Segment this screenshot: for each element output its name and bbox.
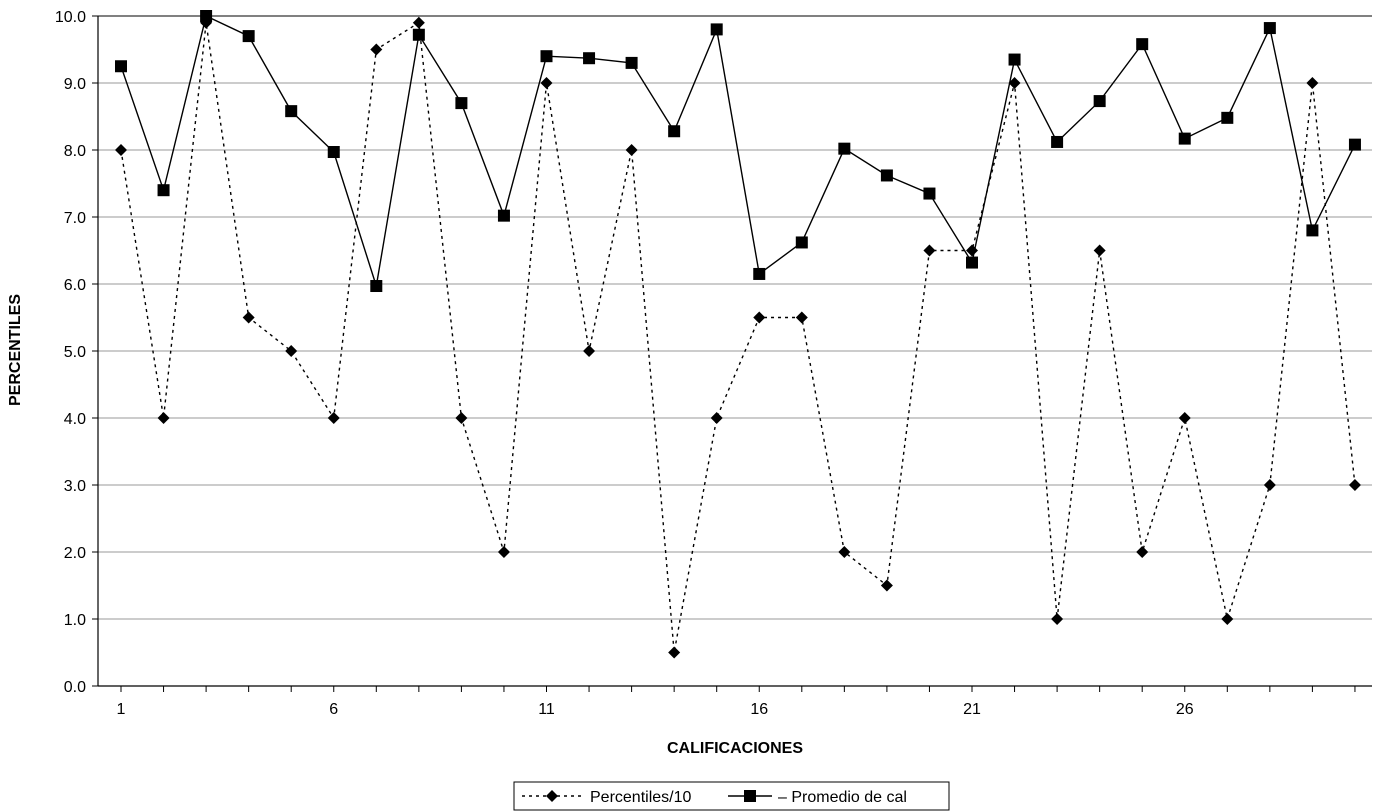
y-tick-label: 8.0 xyxy=(64,143,86,160)
y-tick-label: 0.0 xyxy=(64,679,86,696)
square-marker xyxy=(327,146,340,159)
square-marker xyxy=(370,280,383,293)
y-tick-label: 1.0 xyxy=(64,612,86,629)
diamond-marker xyxy=(1178,412,1191,424)
diamond-marker xyxy=(497,546,510,558)
diamond-marker xyxy=(285,345,298,357)
square-marker xyxy=(412,28,425,41)
diamond-marker xyxy=(668,646,681,659)
legend-label: – Promedio de cal xyxy=(778,789,907,806)
square-marker xyxy=(753,267,766,280)
x-tick-label: 26 xyxy=(1176,701,1194,718)
y-tick-label: 2.0 xyxy=(64,545,86,562)
diamond-marker xyxy=(1051,613,1064,625)
square-marker xyxy=(625,56,638,69)
axes xyxy=(92,15,1372,692)
diamond-marker xyxy=(583,345,596,357)
square-marker xyxy=(1178,132,1191,145)
square-marker xyxy=(710,23,723,36)
diamond-marker xyxy=(1221,613,1234,625)
square-marker xyxy=(923,187,936,200)
square-marker xyxy=(115,60,127,73)
square-marker xyxy=(1051,135,1064,148)
square-marker xyxy=(497,209,510,222)
square-marker xyxy=(157,184,170,197)
diamond-marker xyxy=(157,412,170,424)
square-marker xyxy=(880,169,893,182)
diamond-marker xyxy=(327,412,340,424)
diamond-marker xyxy=(115,144,127,156)
legend: Percentiles/10 – Promedio de cal xyxy=(513,781,950,811)
x-tick-label: 6 xyxy=(329,701,338,718)
square-marker xyxy=(540,50,553,63)
y-tick-label: 5.0 xyxy=(64,344,86,361)
diamond-marker xyxy=(1263,479,1276,491)
diamond-marker xyxy=(1136,546,1149,558)
diamond-marker xyxy=(625,144,638,156)
legend-label: Percentiles/10 xyxy=(590,789,691,806)
square-marker xyxy=(285,105,298,118)
x-tick-label: 1 xyxy=(117,701,126,718)
square-marker xyxy=(1136,38,1149,51)
legend-swatch-marker xyxy=(744,790,756,802)
diamond-marker xyxy=(1306,77,1319,89)
series-line xyxy=(120,21,1356,653)
diamond-marker xyxy=(1008,77,1021,89)
square-marker xyxy=(795,236,808,249)
diamond-marker xyxy=(923,244,936,257)
square-marker xyxy=(1306,224,1319,237)
diamond-marker xyxy=(710,412,723,424)
tick-labels: 0.01.02.03.04.05.06.07.08.09.010.01 6 11 16… xyxy=(55,9,1194,718)
diamond-marker xyxy=(795,311,808,324)
legend-swatch-marker xyxy=(546,790,558,802)
diamond-marker xyxy=(838,546,851,558)
square-marker xyxy=(1008,53,1021,66)
legend-item-2: – Promedio de cal xyxy=(728,789,907,806)
y-tick-label: 10.0 xyxy=(55,9,86,26)
square-marker xyxy=(200,10,213,22)
x-tick-label: 11 xyxy=(538,701,555,718)
diamond-marker xyxy=(1093,244,1106,257)
square-marker xyxy=(1348,138,1361,151)
y-tick-label: 6.0 xyxy=(64,277,86,294)
square-marker xyxy=(1093,95,1106,108)
diamond-marker xyxy=(412,16,425,29)
y-tick-label: 7.0 xyxy=(64,210,86,227)
square-marker xyxy=(838,142,851,155)
y-tick-label: 9.0 xyxy=(64,76,86,93)
series-1 xyxy=(115,16,1361,659)
square-marker xyxy=(583,52,596,65)
x-tick-label: 21 xyxy=(963,701,981,718)
x-axis-title: CALIFICACIONES xyxy=(667,740,803,757)
diamond-marker xyxy=(880,579,893,592)
diamond-marker xyxy=(370,43,383,56)
series-line xyxy=(120,15,1356,287)
diamond-marker xyxy=(455,412,468,424)
square-marker xyxy=(242,30,255,43)
legend-item-1: Percentiles/10 xyxy=(522,789,691,806)
y-tick-label: 3.0 xyxy=(64,478,86,495)
square-marker xyxy=(966,256,978,269)
diamond-marker xyxy=(753,311,766,324)
series-2 xyxy=(115,10,1361,293)
square-marker xyxy=(455,97,468,110)
square-marker xyxy=(668,125,681,138)
square-marker xyxy=(1263,22,1276,35)
diamond-marker xyxy=(540,77,553,89)
diamond-marker xyxy=(242,311,255,324)
y-tick-label: 4.0 xyxy=(64,411,86,428)
y-axis-title: PERCENTILES xyxy=(7,294,24,406)
series-layer xyxy=(115,10,1361,659)
diamond-marker xyxy=(1348,479,1361,491)
x-tick-label: 16 xyxy=(750,701,768,718)
square-marker xyxy=(1221,111,1234,124)
